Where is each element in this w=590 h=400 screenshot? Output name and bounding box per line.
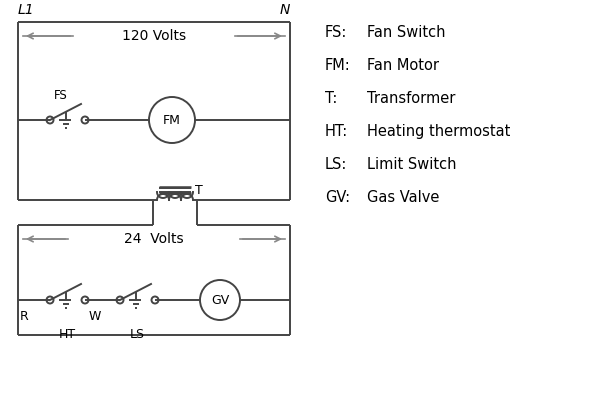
Circle shape bbox=[81, 296, 88, 304]
Text: Fan Motor: Fan Motor bbox=[367, 58, 439, 73]
Text: GV:: GV: bbox=[325, 190, 350, 205]
Text: HT:: HT: bbox=[325, 124, 348, 139]
Text: GV: GV bbox=[211, 294, 229, 306]
Text: R: R bbox=[20, 310, 29, 323]
Text: Limit Switch: Limit Switch bbox=[367, 157, 457, 172]
Text: T:: T: bbox=[325, 91, 337, 106]
Text: 24  Volts: 24 Volts bbox=[124, 232, 184, 246]
Circle shape bbox=[81, 116, 88, 124]
Text: W: W bbox=[89, 310, 101, 323]
Text: 120 Volts: 120 Volts bbox=[122, 29, 186, 43]
Text: FS: FS bbox=[54, 89, 68, 102]
Circle shape bbox=[47, 296, 54, 304]
Text: Gas Valve: Gas Valve bbox=[367, 190, 440, 205]
Text: N: N bbox=[280, 3, 290, 17]
Circle shape bbox=[47, 116, 54, 124]
Circle shape bbox=[152, 296, 159, 304]
Text: Transformer: Transformer bbox=[367, 91, 455, 106]
Text: L1: L1 bbox=[18, 3, 35, 17]
Text: T: T bbox=[195, 184, 203, 196]
Circle shape bbox=[116, 296, 123, 304]
Text: LS: LS bbox=[130, 328, 145, 341]
Text: Heating thermostat: Heating thermostat bbox=[367, 124, 510, 139]
Text: FS:: FS: bbox=[325, 25, 348, 40]
Text: FM:: FM: bbox=[325, 58, 350, 73]
Text: LS:: LS: bbox=[325, 157, 348, 172]
Text: FM: FM bbox=[163, 114, 181, 126]
Text: HT: HT bbox=[59, 328, 76, 341]
Text: Fan Switch: Fan Switch bbox=[367, 25, 445, 40]
